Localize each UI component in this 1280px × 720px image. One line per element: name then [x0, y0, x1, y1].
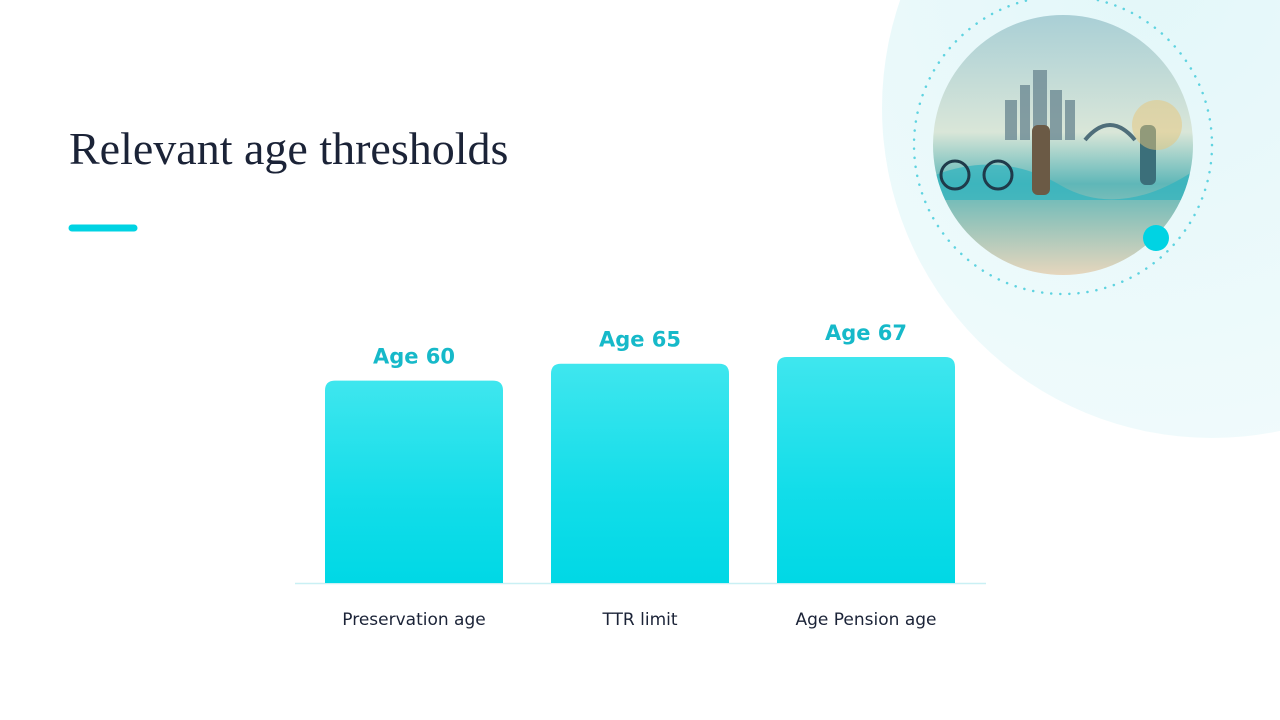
category-label: TTR limit — [601, 610, 677, 630]
category-label: Preservation age — [342, 610, 485, 630]
bar — [551, 363, 729, 583]
bar — [325, 380, 503, 583]
illustration — [933, 15, 1193, 275]
bar — [777, 357, 955, 583]
value-label: Age 60 — [373, 345, 455, 369]
accent-dot — [1143, 225, 1169, 251]
value-label: Age 67 — [825, 321, 907, 345]
dotted-ring — [912, 0, 1214, 296]
value-label: Age 65 — [599, 328, 681, 352]
category-label: Age Pension age — [796, 610, 937, 630]
chart-title: Relevant age thresholds — [69, 123, 508, 174]
